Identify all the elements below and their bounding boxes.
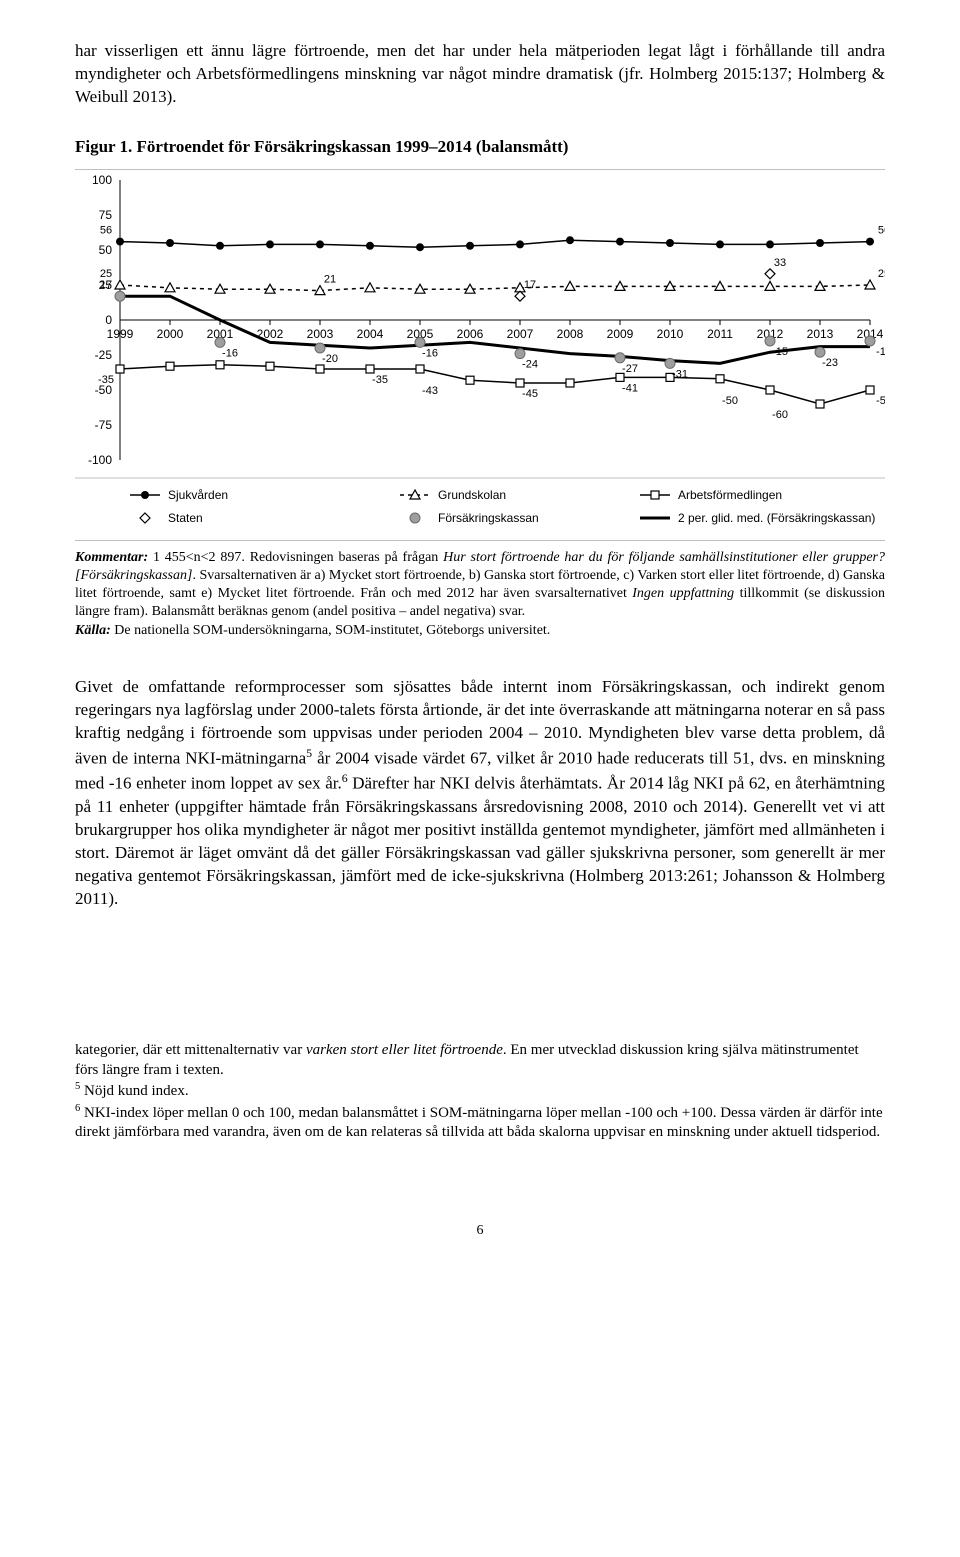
svg-text:Staten: Staten: [168, 511, 203, 525]
figure-1-chart: -100-75-50-25025507510019992000200120022…: [75, 169, 885, 541]
svg-text:-35: -35: [98, 374, 114, 386]
kommentar-ital-2: Ingen uppfattning: [632, 586, 734, 601]
svg-text:50: 50: [99, 243, 113, 257]
svg-text:-43: -43: [422, 385, 438, 397]
svg-text:-16: -16: [422, 347, 438, 359]
svg-text:2011: 2011: [707, 327, 733, 341]
svg-text:56: 56: [878, 224, 885, 236]
svg-text:-100: -100: [88, 453, 112, 467]
svg-text:1999: 1999: [107, 327, 134, 341]
svg-text:56: 56: [100, 224, 112, 236]
svg-text:Försäkringskassan: Försäkringskassan: [438, 511, 539, 525]
kalla-label: Källa:: [75, 623, 111, 638]
kommentar-text-1: 1 455<n<2 897. Redovisningen baseras på …: [148, 550, 443, 565]
svg-text:2007: 2007: [507, 327, 534, 341]
svg-text:75: 75: [99, 208, 113, 222]
svg-text:-27: -27: [622, 363, 638, 375]
svg-text:2003: 2003: [307, 327, 334, 341]
svg-text:17: 17: [524, 279, 536, 291]
paragraph-1: har visserligen ett ännu lägre förtroend…: [75, 40, 885, 109]
figure-title: Figur 1. Förtroendet för Försäkringskass…: [75, 137, 885, 157]
svg-text:-75: -75: [95, 418, 113, 432]
svg-text:2006: 2006: [457, 327, 484, 341]
svg-text:17: 17: [100, 279, 112, 291]
svg-text:-15: -15: [772, 346, 788, 358]
svg-text:2013: 2013: [807, 327, 834, 341]
svg-text:-20: -20: [322, 353, 338, 365]
svg-text:2010: 2010: [657, 327, 684, 341]
svg-text:-50: -50: [876, 395, 885, 407]
footnote-5: 5 Nöjd kund index.: [75, 1080, 885, 1102]
svg-text:-16: -16: [222, 347, 238, 359]
svg-text:-25: -25: [95, 348, 113, 362]
svg-text:25: 25: [100, 268, 112, 280]
figure-comment: Kommentar: 1 455<n<2 897. Redovisningen …: [75, 549, 885, 640]
svg-text:-50: -50: [722, 395, 738, 407]
footnote-6: 6 NKI-index löper mellan 0 och 100, meda…: [75, 1102, 885, 1143]
svg-text:Arbetsförmedlingen: Arbetsförmedlingen: [678, 488, 782, 502]
svg-text:-60: -60: [772, 409, 788, 421]
svg-text:100: 100: [92, 173, 112, 187]
svg-text:Sjukvården: Sjukvården: [168, 488, 228, 502]
svg-text:-35: -35: [372, 374, 388, 386]
svg-text:-15: -15: [876, 346, 885, 358]
kommentar-label: Kommentar:: [75, 550, 148, 565]
svg-text:2 per. glid. med. (Försäkrings: 2 per. glid. med. (Försäkringskassan): [678, 511, 875, 525]
paragraph-2: Givet de omfattande reformprocesser som …: [75, 676, 885, 911]
svg-text:-23: -23: [822, 357, 838, 369]
svg-text:-24: -24: [522, 358, 538, 370]
footnote-continuation: kategorier, där ett mittenalternativ var…: [75, 1041, 885, 1080]
svg-text:-45: -45: [522, 388, 538, 400]
svg-text:2008: 2008: [557, 327, 584, 341]
page-number: 6: [75, 1223, 885, 1239]
svg-text:21: 21: [324, 273, 336, 285]
footnotes-block: kategorier, där ett mittenalternativ var…: [75, 1040, 885, 1143]
svg-text:Grundskolan: Grundskolan: [438, 488, 506, 502]
para2-c: Därefter har NKI delvis återhämtats. År …: [75, 774, 885, 908]
svg-text:2009: 2009: [607, 327, 634, 341]
svg-text:33: 33: [774, 257, 786, 269]
svg-text:-31: -31: [672, 368, 688, 380]
svg-text:2004: 2004: [357, 327, 384, 341]
svg-text:-41: -41: [622, 382, 638, 394]
svg-text:0: 0: [105, 313, 112, 327]
svg-text:2000: 2000: [157, 327, 184, 341]
kalla-text: De nationella SOM-undersökningarna, SOM-…: [111, 623, 551, 638]
svg-text:25: 25: [878, 268, 885, 280]
